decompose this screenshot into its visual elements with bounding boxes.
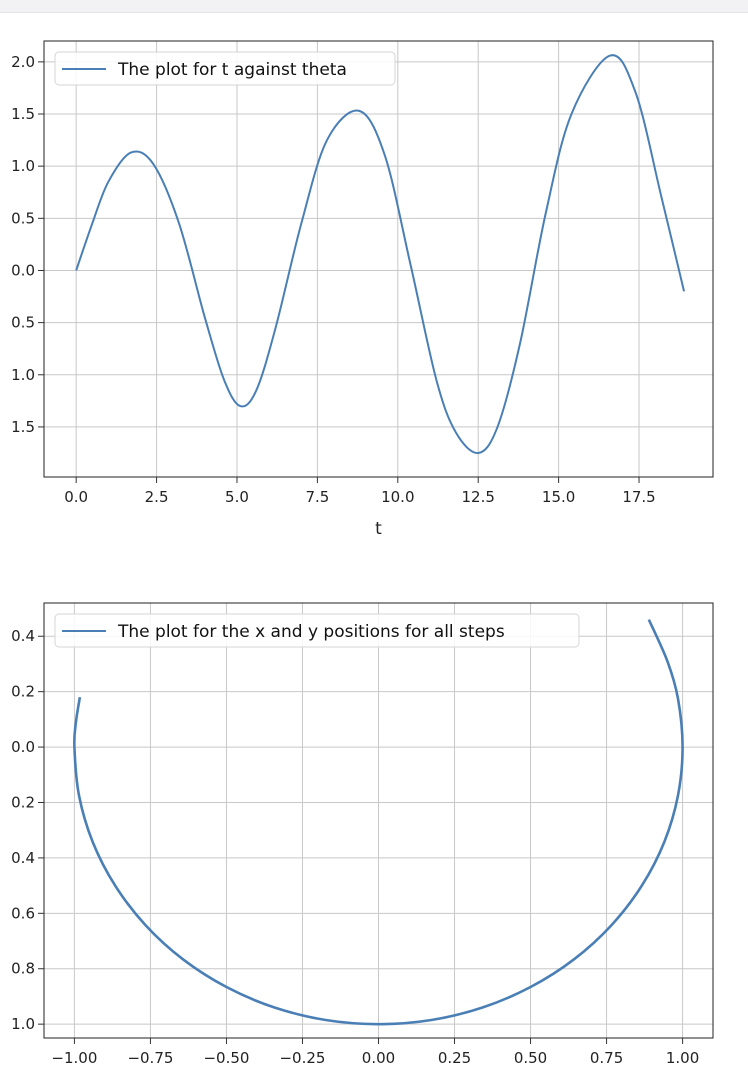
x-tick-labels: 0.0 2.5 5.0 7.5 10.0 12.5 15.0 17.5 <box>64 488 655 506</box>
x-tick-label: 0.0 <box>64 488 88 506</box>
y-tick-label: 1.0 <box>11 157 35 175</box>
x-tick-label: 10.0 <box>381 488 414 506</box>
legend: The plot for t against theta <box>54 51 396 86</box>
plot-xy-positions: −1.00 −0.75 −0.50 −0.25 0.00 0.25 0.50 0.75 1.00… <box>11 602 714 1066</box>
plot-theta-vs-t: 0.0 2.5 5.0 7.5 10.0 12.5 15.0 17.5 2.0 1.5 1.0 0.… <box>11 40 714 539</box>
window-top-bar <box>0 0 748 13</box>
grid-lines <box>44 603 713 1038</box>
x-tick-label: −1.00 <box>51 1049 97 1066</box>
y-tick-label: 0.0 <box>11 738 35 756</box>
y-tick-label: 1.0 <box>11 1015 35 1033</box>
y-tick-label: 0.4 <box>11 627 35 645</box>
x-tick-label: 1.00 <box>666 1049 699 1066</box>
x-tick-label: 0.00 <box>362 1049 395 1066</box>
y-tick-label: 0.5 <box>11 209 35 227</box>
y-tick-label: 0.2 <box>11 793 35 811</box>
x-tick-label: 12.5 <box>462 488 495 506</box>
legend-entry: The plot for t against theta <box>117 60 347 80</box>
y-tick-label: 0.2 <box>11 683 35 701</box>
legend-box <box>54 51 396 86</box>
tick-marks <box>38 635 684 1044</box>
y-tick-label: 1.5 <box>11 105 35 123</box>
y-tick-labels: 2.0 1.5 1.0 0.5 0.0 0.5 1.0 1.5 <box>11 53 35 436</box>
y-tick-label: 0.0 <box>11 261 35 279</box>
x-tick-label: 0.75 <box>590 1049 623 1066</box>
y-tick-label: 1.0 <box>11 366 35 384</box>
y-tick-label: 0.6 <box>11 904 35 922</box>
tick-marks <box>38 61 640 483</box>
series-lines <box>75 54 686 455</box>
series-lines <box>72 619 684 1026</box>
y-tick-labels: 0.4 0.2 0.0 0.2 0.4 0.6 0.8 1.0 <box>11 627 35 1033</box>
legend: The plot for the x and y positions for a… <box>54 613 580 648</box>
series-line <box>72 619 684 1026</box>
legend-box <box>54 613 580 648</box>
x-tick-label: −0.25 <box>279 1049 325 1066</box>
x-tick-label: 17.5 <box>622 488 655 506</box>
axes-frame <box>43 40 714 478</box>
legend-entry: The plot for the x and y positions for a… <box>117 622 505 642</box>
x-tick-labels: −1.00 −0.75 −0.50 −0.25 0.00 0.25 0.50 0.75 1.00 <box>51 1049 699 1066</box>
x-tick-label: 7.5 <box>305 488 329 506</box>
x-tick-label: 0.50 <box>514 1049 547 1066</box>
x-tick-label: −0.75 <box>127 1049 173 1066</box>
y-tick-label: 2.0 <box>11 53 35 71</box>
x-tick-label: 2.5 <box>145 488 169 506</box>
y-tick-label: 0.4 <box>11 849 35 867</box>
y-tick-label: 1.5 <box>11 418 35 436</box>
x-tick-label: −0.50 <box>203 1049 249 1066</box>
grid-lines <box>44 41 713 477</box>
series-line <box>75 54 686 455</box>
y-tick-label: 0.8 <box>11 960 35 978</box>
y-tick-label: 0.5 <box>11 314 35 332</box>
x-axis-label: t <box>375 519 382 539</box>
x-tick-label: 15.0 <box>542 488 575 506</box>
x-tick-label: 5.0 <box>225 488 249 506</box>
x-tick-label: 0.25 <box>438 1049 471 1066</box>
